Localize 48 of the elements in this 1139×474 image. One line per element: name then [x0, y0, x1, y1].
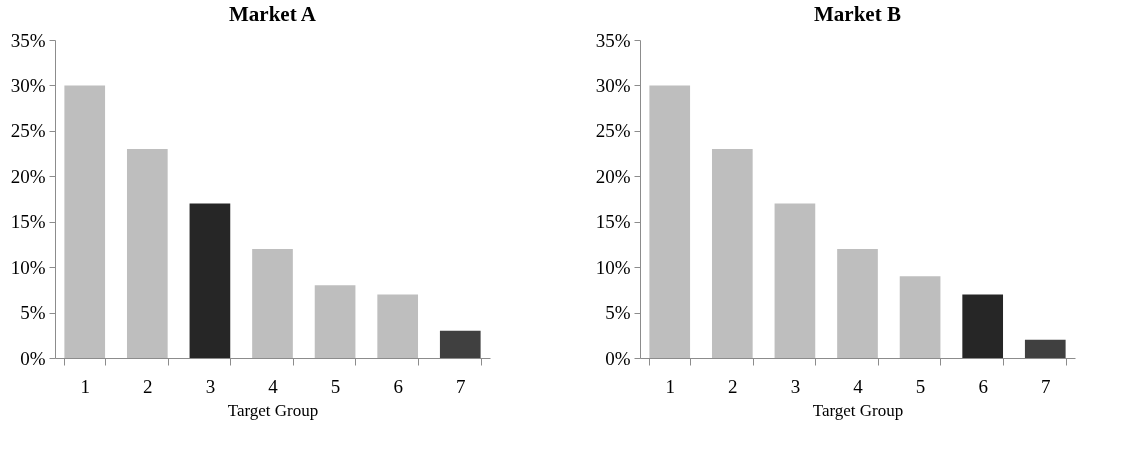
y-tick-label: 35%: [595, 29, 631, 51]
y-tick-label: 20%: [10, 165, 46, 187]
y-tick-label: 15%: [595, 211, 631, 233]
x-axis-title: Target Group: [812, 400, 904, 420]
x-tick-label: 1: [665, 375, 675, 397]
x-axis-title: Target Group: [227, 400, 319, 420]
y-tick-label: 25%: [10, 120, 46, 142]
bar: [189, 203, 231, 358]
x-tick-label: 5: [330, 375, 341, 397]
bar: [899, 276, 941, 358]
x-tick-label: 7: [1041, 375, 1051, 397]
x-tick-label: 7: [456, 375, 466, 397]
y-tick-label: 5%: [20, 302, 46, 324]
bar: [711, 149, 753, 358]
bar: [962, 294, 1004, 358]
bar: [126, 149, 168, 358]
chart-title: Market A: [229, 2, 317, 26]
y-tick-label: 10%: [10, 256, 46, 278]
y-tick-label: 10%: [595, 256, 631, 278]
y-tick-label: 30%: [595, 74, 631, 96]
x-tick-label: 2: [143, 375, 153, 397]
y-tick-label: 0%: [20, 347, 46, 369]
bar: [314, 285, 356, 358]
bar: [252, 248, 293, 358]
x-tick-label: 2: [728, 375, 738, 397]
chart-title: Market B: [814, 2, 901, 26]
y-tick-label: 25%: [595, 120, 631, 142]
bar: [1024, 339, 1066, 358]
y-tick-label: 35%: [10, 29, 46, 51]
x-tick-label: 5: [915, 375, 926, 397]
y-tick-label: 15%: [10, 211, 46, 233]
bar: [649, 85, 691, 358]
bar: [439, 330, 481, 358]
bar: [774, 203, 816, 358]
y-tick-label: 5%: [605, 302, 631, 324]
bar: [837, 248, 878, 358]
y-tick-label: 0%: [605, 347, 631, 369]
x-tick-label: 6: [393, 375, 403, 397]
x-tick-label: 3: [790, 375, 801, 397]
y-tick-label: 20%: [595, 165, 631, 187]
x-tick-label: 3: [205, 375, 216, 397]
x-tick-label: 4: [268, 375, 279, 397]
bar: [377, 294, 419, 358]
x-tick-label: 6: [978, 375, 988, 397]
x-tick-label: 4: [853, 375, 864, 397]
bar: [64, 85, 106, 358]
y-tick-label: 30%: [10, 74, 46, 96]
x-tick-label: 1: [80, 375, 90, 397]
